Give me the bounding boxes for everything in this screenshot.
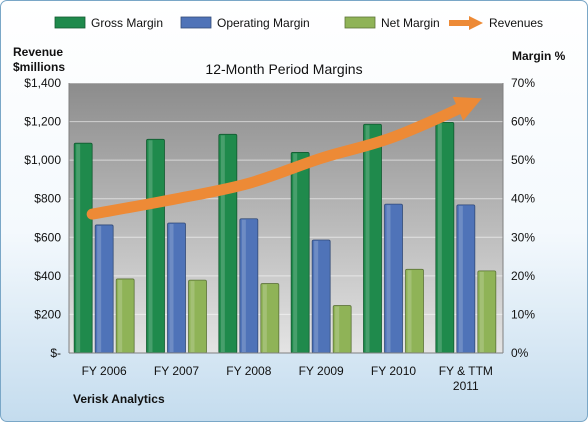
gross-margin-bar-highlight [437, 123, 442, 352]
left-tick-label: $- [50, 346, 61, 360]
net-margin-bar-highlight [262, 284, 267, 352]
operating-margin-legend-swatch [180, 16, 212, 29]
category-label: FY & TTM [439, 364, 493, 378]
revenues-legend-arrowhead [469, 16, 483, 30]
plot-area [69, 83, 503, 353]
company-name: Verisk Analytics [73, 392, 165, 406]
right-tick-label: 60% [511, 115, 535, 129]
left-tick-label: $600 [34, 230, 61, 244]
revenue-arrow [86, 99, 473, 220]
gross-margin-bar-highlight [293, 153, 298, 352]
gross-margin-legend-swatch [54, 16, 86, 29]
left-tick-label: $1,400 [24, 76, 61, 90]
left-tick-label: $200 [34, 307, 61, 321]
operating-margin-bar-highlight [458, 205, 463, 352]
revenue-arrow-layer [86, 96, 482, 220]
gross-margin-bar-highlight [220, 135, 225, 352]
right-tick-label: 40% [511, 192, 535, 206]
chart-title: 12-Month Period Margins [205, 61, 362, 77]
operating-margin-bar-highlight [386, 205, 391, 352]
category-label: FY 2009 [299, 364, 344, 378]
right-tick-label: 0% [511, 346, 529, 360]
net-margin-bar-highlight [118, 279, 123, 352]
gross-margin-legend-label: Gross Margin [91, 16, 163, 30]
right-tick-label: 20% [511, 269, 535, 283]
right-tick-label: 10% [511, 307, 535, 321]
legend: Gross Margin Operating Margin Net Margin Re… [54, 16, 543, 30]
category-label: FY 2008 [226, 364, 271, 378]
axes: $- $200 $400 $600 $800 $1,000 $1,200 $1,400 0% 10… [24, 76, 535, 393]
category-label: FY 2006 [82, 364, 127, 378]
left-axis-label-line1: Revenue [13, 45, 63, 59]
net-margin-legend-label: Net Margin [381, 16, 440, 30]
gross-margin-bar-highlight [148, 140, 153, 352]
left-tick-label: $400 [34, 269, 61, 283]
category-label: FY 2007 [154, 364, 199, 378]
right-axis-label: Margin % [512, 49, 566, 63]
operating-margin-bar-highlight [169, 224, 174, 352]
right-tick-label: 50% [511, 153, 535, 167]
revenue-arrowhead [452, 96, 482, 121]
net-margin-bar-highlight [479, 271, 484, 352]
right-tick-label: 70% [511, 76, 535, 90]
net-margin-bar-highlight [407, 270, 412, 352]
category-label: 2011 [453, 379, 479, 393]
left-axis-label-line2: $millions [13, 60, 65, 74]
net-margin-bar-highlight [190, 281, 195, 352]
gross-margin-bar-highlight [365, 125, 370, 353]
operating-margin-bar-highlight [314, 240, 319, 352]
right-tick-label: 30% [511, 230, 535, 244]
operating-margin-bar-highlight [97, 225, 102, 352]
left-tick-label: $1,000 [24, 153, 61, 167]
net-margin-bar-highlight [335, 306, 340, 352]
operating-margin-legend-label: Operating Margin [217, 16, 310, 30]
category-label: FY 2010 [371, 364, 416, 378]
operating-margin-bar-highlight [241, 219, 246, 352]
left-tick-label: $800 [34, 192, 61, 206]
left-tick-label: $1,200 [24, 115, 61, 129]
gross-margin-bar-highlight [76, 144, 81, 352]
revenues-legend-label: Revenues [489, 16, 543, 30]
net-margin-legend-swatch [344, 16, 376, 29]
